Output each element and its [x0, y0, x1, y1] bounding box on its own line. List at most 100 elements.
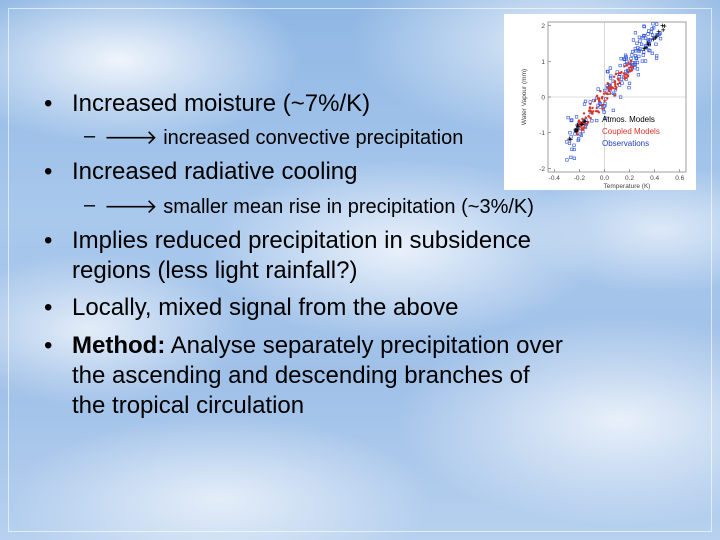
observation-point — [631, 61, 635, 65]
observation-point — [567, 141, 572, 146]
x-tick-label: 0.4 — [650, 175, 659, 182]
observation-point — [650, 27, 654, 31]
observation-point — [658, 37, 663, 41]
observation-point — [651, 22, 655, 26]
observation-point — [590, 119, 594, 123]
x-tick-label: -0.4 — [549, 175, 561, 182]
bullet-method-line2: the ascending and descending branches of — [72, 362, 530, 389]
coupled-model-point — [616, 82, 620, 86]
observation-point — [570, 118, 574, 122]
bullet-method-line3: the tropical circulation — [72, 392, 305, 419]
coupled-model-point — [615, 86, 618, 89]
coupled-model-point — [596, 97, 600, 100]
coupled-model-point — [603, 99, 606, 102]
sub-bullet-precip-rise-text: smaller mean rise in precipitation (~3%/… — [163, 196, 534, 218]
coupled-model-point — [606, 86, 610, 89]
legend-entry: Atmos. Models — [602, 115, 655, 124]
coupled-model-point — [613, 80, 617, 83]
observation-point — [633, 31, 638, 35]
coupled-model-point — [584, 116, 587, 119]
observation-point — [646, 32, 650, 36]
observation-point — [635, 41, 639, 45]
coupled-model-point — [587, 109, 591, 113]
bullet-dot: • — [44, 294, 53, 321]
coupled-model-point — [623, 75, 626, 78]
coupled-model-point — [589, 102, 592, 106]
atmos-model-point — [579, 122, 584, 127]
observation-point — [631, 50, 635, 54]
coupled-model-point — [625, 76, 628, 79]
observation-point — [609, 74, 613, 78]
observation-point — [643, 59, 648, 63]
observation-point — [608, 76, 613, 80]
coupled-model-point — [593, 99, 597, 103]
observation-point — [640, 47, 645, 51]
atmos-model-point — [662, 24, 667, 29]
bullet-subsidence-line2: regions (less light rainfall?) — [72, 257, 358, 284]
observation-point — [631, 38, 636, 42]
coupled-model-point — [581, 117, 584, 121]
observation-point — [630, 53, 634, 57]
observation-point — [579, 133, 583, 137]
y-tick-label: -1 — [539, 130, 545, 137]
sub-bullet-convective: 🡒 increased convective precipitation — [104, 125, 463, 150]
atmos-model-point — [575, 124, 580, 129]
scatter-figure: -0.4 -0.2 0.0 0.2 0.4 0.6 -2 -1 0 1 2 Temperature (… — [504, 14, 696, 190]
coupled-model-point — [623, 65, 626, 68]
coupled-model-point — [625, 64, 629, 67]
atmos-model-point — [568, 137, 573, 142]
observation-point — [573, 132, 577, 136]
coupled-model-point — [614, 72, 618, 76]
coupled-model-point — [613, 75, 616, 78]
observation-point — [654, 56, 659, 60]
observation-point — [655, 54, 659, 58]
legend-entry: Coupled Models — [602, 127, 660, 136]
coupled-model-point — [580, 128, 583, 131]
observation-point — [637, 35, 641, 39]
bullet-radiative-cooling: Increased radiative cooling — [72, 158, 358, 185]
arrow-right-icon: 🡒 — [104, 127, 158, 149]
coupled-model-point — [623, 72, 627, 76]
observation-point — [574, 115, 579, 119]
coupled-model-point — [594, 110, 598, 113]
x-tick-label: 0.6 — [675, 175, 684, 182]
sub-bullet-precip-rise: 🡒 smaller mean rise in precipitation (~3… — [104, 194, 534, 219]
coupled-model-point — [631, 65, 635, 68]
coupled-model-point — [611, 86, 615, 90]
coupled-model-point — [628, 66, 631, 69]
observation-point — [568, 131, 572, 135]
observation-point — [572, 156, 576, 160]
coupled-model-point — [577, 119, 581, 122]
scatter-chart: -0.4 -0.2 0.0 0.2 0.4 0.6 -2 -1 0 1 2 Temperature (… — [521, 21, 687, 190]
coupled-model-point — [601, 103, 604, 107]
observation-point — [565, 140, 569, 144]
observation-point — [643, 44, 648, 48]
observation-point — [636, 73, 641, 77]
observation-point — [624, 55, 628, 59]
observation-point — [618, 95, 623, 99]
method-label: Method: — [72, 332, 166, 359]
observation-point — [647, 29, 651, 33]
atmos-model-point — [646, 42, 651, 47]
coupled-model-point — [630, 69, 634, 72]
coupled-model-point — [599, 90, 602, 93]
observation-point — [639, 42, 644, 46]
observation-point — [642, 24, 646, 28]
coupled-model-point — [609, 84, 612, 88]
observation-point — [566, 116, 570, 120]
bullet-dot: • — [44, 332, 53, 359]
observation-point — [634, 56, 638, 60]
observation-point — [647, 43, 651, 47]
observation-point — [582, 102, 587, 106]
x-tick-label: 0.2 — [625, 175, 634, 182]
method-text: Analyse separately precipitation over — [165, 332, 563, 359]
observation-point — [636, 49, 640, 53]
observation-point — [565, 158, 569, 162]
observation-point — [646, 39, 650, 43]
observation-point — [595, 118, 599, 123]
y-tick-label: 1 — [541, 59, 545, 66]
coupled-model-point — [591, 106, 594, 110]
coupled-model-point — [625, 73, 629, 76]
atmos-model-point — [656, 29, 661, 34]
